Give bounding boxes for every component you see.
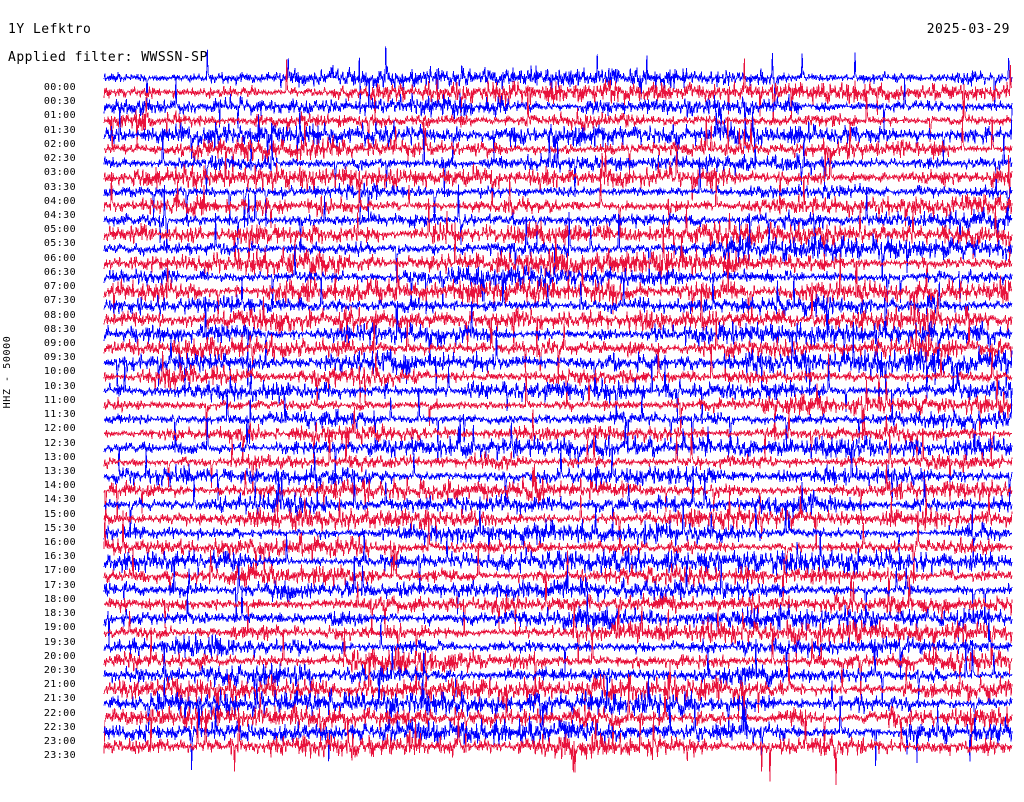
time-tick-label: 23:00 [43, 736, 76, 748]
trace-row [103, 414, 1013, 477]
trace-row [103, 570, 1013, 638]
time-tick-label: 09:30 [43, 352, 76, 364]
time-tick-label: 08:30 [43, 323, 76, 335]
time-tick-label: 15:30 [43, 522, 76, 534]
time-tick-label: 14:30 [43, 494, 76, 506]
trace-row [103, 652, 1013, 727]
time-tick-label: 11:30 [43, 409, 76, 421]
trace-row [103, 695, 1013, 770]
trace-row [103, 77, 1013, 135]
time-tick-label: 11:00 [43, 394, 76, 406]
trace-row [103, 585, 1013, 647]
trace-row [103, 222, 1013, 301]
time-axis: 00:00 00:30 01:00 01:30 02:00 02:30 03:00 03:30… [0, 0, 100, 780]
trace-row [103, 543, 1013, 608]
time-tick-label: 06:30 [43, 266, 76, 278]
trace-row [103, 370, 1013, 441]
time-tick-label: 19:00 [43, 622, 76, 634]
trace-row [103, 470, 1013, 538]
time-tick-label: 21:00 [43, 679, 76, 691]
trace-row [103, 130, 1013, 197]
trace-row [103, 107, 1013, 171]
time-tick-label: 18:00 [43, 593, 76, 605]
time-tick-label: 03:30 [43, 181, 76, 193]
time-tick-label: 02:30 [43, 153, 76, 165]
trace-row [103, 498, 1013, 561]
trace-row [103, 556, 1013, 625]
time-tick-label: 16:00 [43, 537, 76, 549]
time-tick-label: 16:30 [43, 551, 76, 563]
trace-row [103, 245, 1013, 315]
trace-row [103, 531, 1013, 593]
trace-row [103, 407, 1013, 465]
time-tick-label: 02:00 [43, 138, 76, 150]
trace-row [103, 388, 1013, 453]
time-tick-label: 09:00 [43, 337, 76, 349]
trace-row [103, 707, 1013, 785]
trace-row [103, 45, 1013, 111]
date-label: 2025-03-29 [926, 22, 1010, 37]
time-tick-label: 03:00 [43, 167, 76, 179]
time-tick-label: 17:30 [43, 579, 76, 591]
trace-row [103, 83, 1013, 150]
trace-row [103, 627, 1013, 700]
time-tick-label: 21:30 [43, 693, 76, 705]
trace-row [103, 198, 1013, 267]
time-tick-label: 12:30 [43, 437, 76, 449]
time-tick-label: 00:00 [43, 82, 76, 93]
applied-filter-label: Applied filter: WWSSN-SP [8, 50, 208, 65]
trace-row [103, 359, 1013, 423]
time-tick-label: 22:30 [43, 721, 76, 733]
trace-row [103, 172, 1013, 238]
time-tick-label: 00:30 [43, 96, 76, 108]
trace-canvas [103, 45, 1013, 785]
time-tick-label: 14:00 [43, 480, 76, 492]
trace-row [103, 297, 1013, 369]
time-tick-label: 05:00 [43, 224, 76, 236]
time-tick-label: 04:00 [43, 195, 76, 207]
trace-row [103, 58, 1013, 124]
trace-row [103, 313, 1013, 385]
time-tick-label: 05:30 [43, 238, 76, 250]
trace-row [103, 616, 1013, 680]
station-title: 1Y Lefktro [8, 22, 92, 37]
time-tick-label: 18:30 [43, 608, 76, 620]
trace-row [103, 342, 1013, 411]
trace-row [103, 212, 1013, 284]
time-tick-label: 13:00 [43, 451, 76, 463]
time-tick-label: 20:00 [43, 650, 76, 662]
trace-row [103, 143, 1013, 209]
time-tick-label: 20:30 [43, 665, 76, 677]
trace-row [103, 326, 1013, 399]
time-tick-label: 23:30 [43, 750, 76, 762]
trace-row [103, 598, 1013, 667]
time-tick-label: 08:00 [43, 309, 76, 321]
seismogram-trace-area [103, 45, 1013, 785]
time-tick-label: 19:30 [43, 636, 76, 648]
time-tick-label: 12:00 [43, 423, 76, 435]
helicorder-view: 1Y Lefktro 2025-03-29 Applied filter: WW… [0, 0, 1013, 785]
time-tick-label: 10:30 [43, 380, 76, 392]
time-tick-label: 13:30 [43, 465, 76, 477]
time-tick-label: 06:00 [43, 252, 76, 264]
time-tick-label: 01:00 [43, 110, 76, 122]
trace-row [103, 282, 1013, 358]
time-tick-label: 01:30 [43, 124, 76, 136]
trace-row [103, 638, 1013, 705]
trace-row [103, 443, 1013, 506]
time-tick-label: 15:00 [43, 508, 76, 520]
time-tick-label: 10:00 [43, 366, 76, 378]
trace-row [103, 253, 1013, 324]
time-tick-label: 22:00 [43, 707, 76, 719]
trace-row [103, 680, 1013, 754]
time-tick-label: 07:00 [43, 281, 76, 293]
trace-row [103, 427, 1013, 493]
trace-row [103, 510, 1013, 584]
trace-row [103, 671, 1013, 740]
time-tick-label: 17:00 [43, 565, 76, 577]
time-tick-label: 07:30 [43, 295, 76, 307]
trace-row [103, 269, 1013, 339]
time-tick-label: 04:30 [43, 209, 76, 221]
trace-row [103, 487, 1013, 550]
